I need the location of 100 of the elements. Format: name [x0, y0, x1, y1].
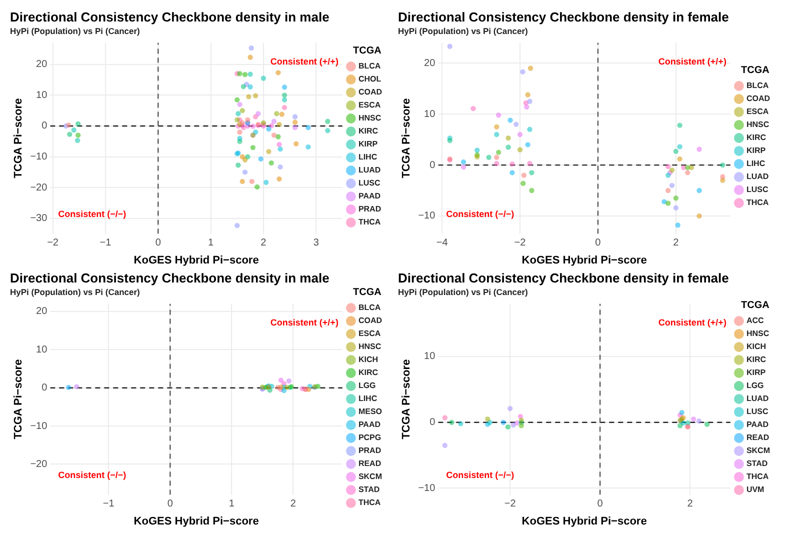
- point: [510, 422, 516, 428]
- x-tick-label: 1: [208, 238, 214, 249]
- point: [696, 213, 702, 219]
- point: [250, 144, 256, 150]
- point: [677, 144, 682, 150]
- point: [529, 170, 534, 176]
- point: [276, 176, 282, 182]
- chart-subtitle: HyPi (Population) vs Pi (Cancer): [10, 26, 140, 36]
- legend-label: CHOL: [358, 74, 382, 84]
- point: [282, 92, 288, 98]
- legend-label: PRAD: [358, 204, 382, 214]
- point: [677, 156, 682, 162]
- legend-label: ESCA: [746, 107, 769, 116]
- point: [720, 162, 726, 168]
- x-tick-label: 2: [260, 238, 267, 249]
- chart-title: Directional Consistency Checkbone density in male: [10, 270, 330, 286]
- point: [276, 142, 282, 148]
- point: [528, 66, 534, 71]
- point: [276, 134, 281, 140]
- legend-label: LIHC: [358, 394, 378, 404]
- point: [696, 188, 702, 194]
- point: [529, 188, 534, 194]
- annotation: Consistent (+/+): [270, 56, 338, 66]
- x-tick-label: 2: [687, 498, 694, 510]
- point: [292, 124, 298, 130]
- legend-label: HNSC: [746, 329, 770, 338]
- legend-label: LGG: [358, 381, 376, 390]
- point: [494, 154, 500, 160]
- point: [442, 442, 448, 448]
- x-tick-label: −1: [102, 498, 115, 510]
- point: [74, 384, 80, 390]
- y-tick-label: 10: [424, 351, 436, 362]
- legend-label: KIRC: [358, 368, 378, 378]
- point: [720, 174, 726, 180]
- point: [517, 147, 523, 152]
- point: [242, 72, 248, 78]
- y-tick-label: 10: [36, 90, 48, 101]
- legend-label: COAD: [358, 316, 382, 326]
- point: [494, 160, 500, 166]
- point: [268, 160, 274, 166]
- legend-label: BLCA: [358, 303, 381, 312]
- x-tick-label: 0: [167, 498, 174, 510]
- y-tick-label: −20: [30, 458, 48, 470]
- point: [525, 142, 530, 148]
- point: [274, 111, 280, 116]
- point: [75, 132, 81, 138]
- point: [521, 172, 526, 178]
- x-tick-label: 3: [313, 238, 320, 249]
- point: [527, 98, 532, 104]
- point: [460, 164, 466, 170]
- point: [248, 72, 253, 77]
- point: [266, 126, 272, 132]
- point: [485, 416, 490, 422]
- point: [276, 70, 281, 76]
- point: [442, 415, 448, 420]
- point: [696, 146, 702, 152]
- point: [679, 410, 684, 416]
- x-axis-title: KoGES Hybrid Pi−score: [134, 515, 259, 528]
- y-tick-label: 10: [424, 108, 436, 120]
- legend-title: TCGA: [353, 286, 382, 298]
- point: [675, 222, 680, 228]
- point: [460, 159, 466, 165]
- y-tick-label: −10: [418, 482, 436, 494]
- legend-label: KIRP: [746, 368, 766, 378]
- chart-subtitle: HyPi (Population) vs Pi (Cancer): [398, 287, 528, 298]
- point: [282, 84, 288, 90]
- point: [524, 104, 530, 110]
- point: [673, 196, 678, 201]
- x-axis-title: KoGES Hybrid Pi−score: [522, 515, 647, 528]
- legend-label: MESO: [358, 407, 382, 416]
- point: [237, 138, 242, 144]
- y-tick-label: 20: [36, 59, 48, 70]
- point: [240, 178, 245, 184]
- legend-label: COAD: [358, 88, 382, 97]
- legend-title: TCGA: [741, 300, 770, 311]
- x-tick-label: −2: [504, 498, 516, 510]
- point: [271, 132, 277, 138]
- point: [520, 180, 526, 186]
- point: [527, 160, 532, 166]
- legend-label: LIHC: [358, 152, 378, 162]
- y-tick-label: −20: [30, 182, 48, 194]
- point: [665, 172, 671, 178]
- point: [66, 122, 72, 128]
- x-tick-label: −1: [100, 238, 112, 249]
- point: [510, 161, 515, 167]
- point: [66, 384, 72, 390]
- annotation: Consistent (−/−): [58, 470, 126, 480]
- legend-label: PRAD: [358, 446, 382, 456]
- point: [518, 423, 524, 428]
- point: [254, 184, 260, 190]
- point: [284, 384, 290, 390]
- point: [496, 112, 502, 118]
- point: [286, 378, 292, 384]
- point: [266, 148, 272, 154]
- point: [282, 97, 288, 102]
- y-tick-label: 10: [36, 344, 48, 356]
- legend-title: TCGA: [741, 64, 770, 76]
- point: [263, 180, 269, 185]
- legend-label: BLCA: [358, 62, 381, 71]
- y-axis-title: TCGA Pi−score: [12, 98, 25, 178]
